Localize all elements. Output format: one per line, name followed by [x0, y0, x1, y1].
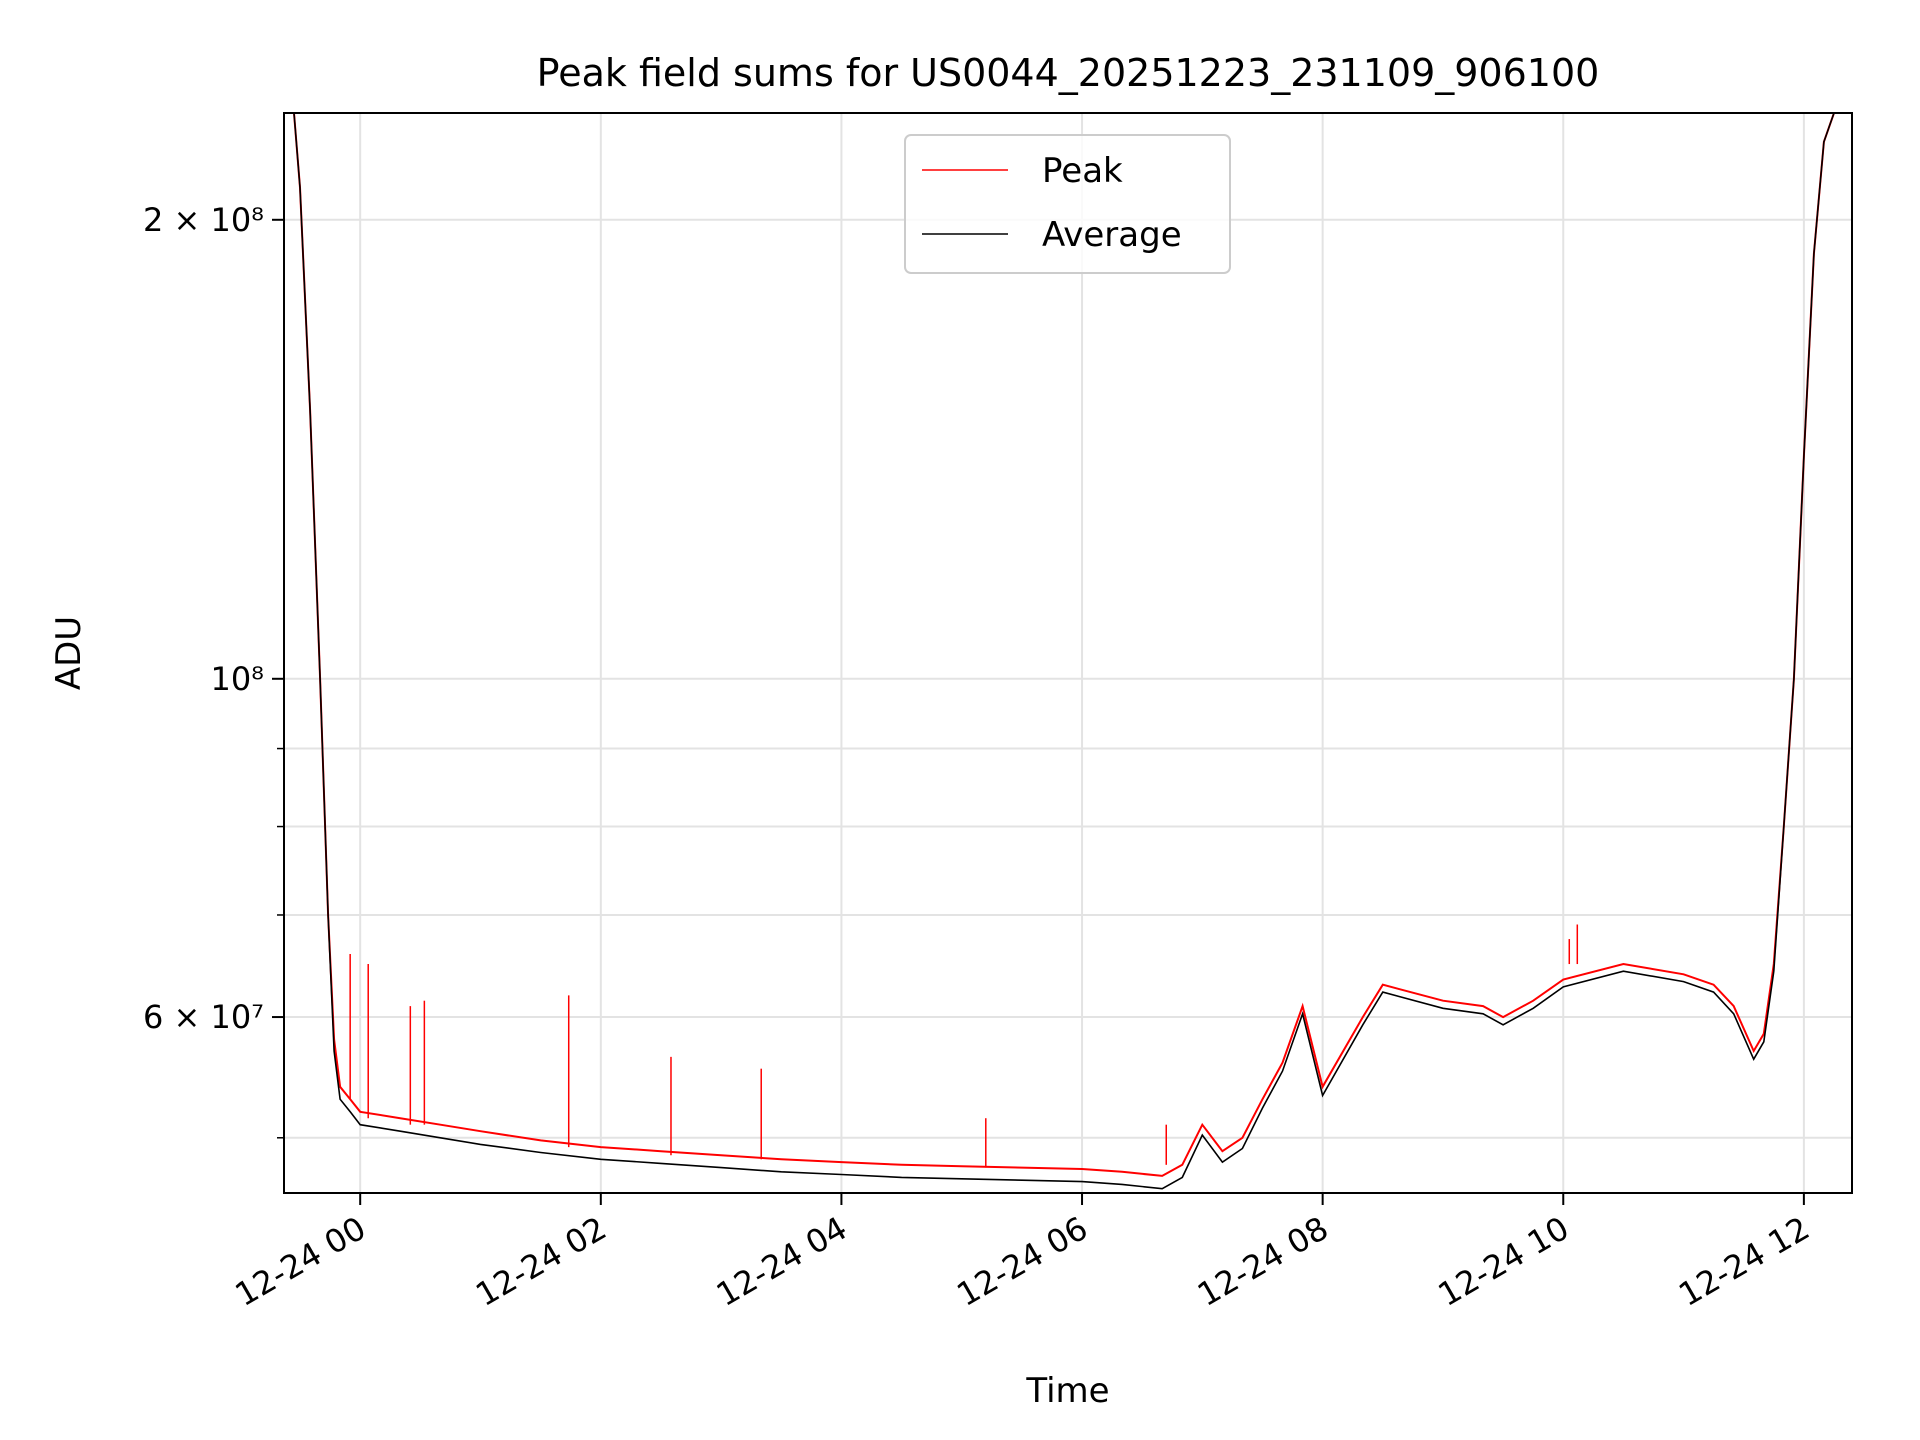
legend: Peak Average: [904, 134, 1231, 274]
x-axis-label: Time: [1025, 1371, 1109, 1411]
plot-series: [284, 113, 1852, 1190]
chart-title: Peak field sums for US0044_20251223_2311…: [537, 51, 1600, 95]
y-tick-label: 2 × 10⁸: [143, 201, 264, 239]
series-line-peak: [284, 113, 1852, 1177]
y-tick-label: 10⁸: [210, 660, 264, 698]
legend-average-label: Average: [1042, 215, 1182, 255]
series-line-average: [284, 113, 1852, 1190]
plot-frame: [283, 112, 1853, 1194]
legend-peak-label: Peak: [1042, 151, 1123, 191]
y-tick-label: 6 × 10⁷: [143, 998, 264, 1036]
y-axis-label: ADU: [49, 616, 89, 690]
